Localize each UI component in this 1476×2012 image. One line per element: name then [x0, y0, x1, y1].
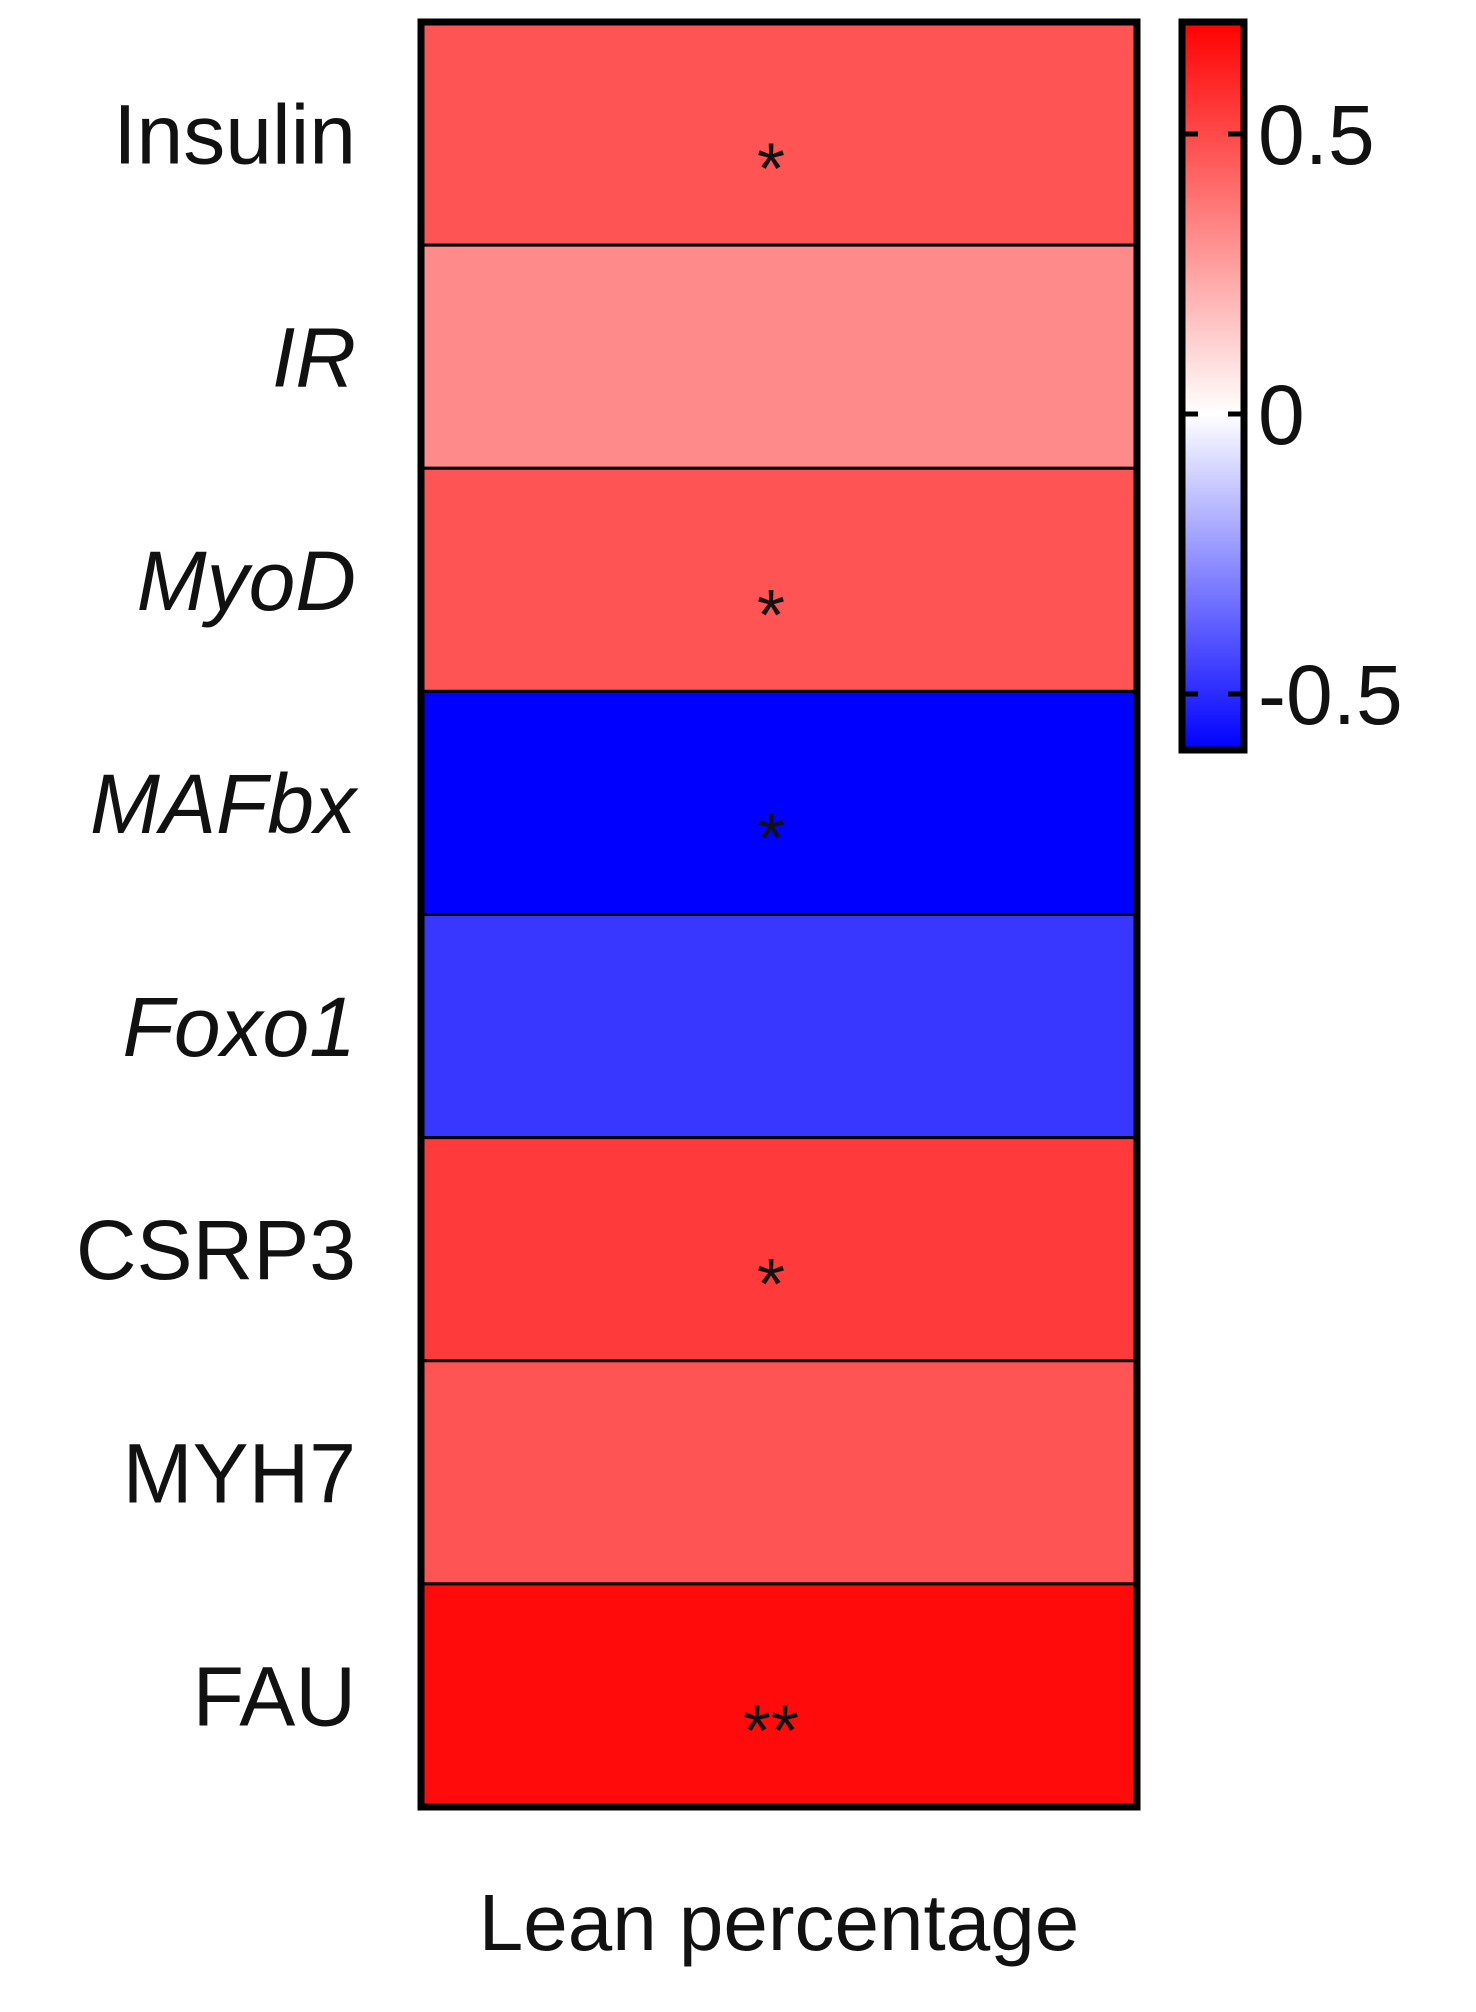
colorbar-tick-label: 0	[1258, 368, 1305, 462]
row-label: FAU	[193, 1649, 356, 1743]
significance-marker: *	[757, 799, 785, 879]
heatmap-cell	[419, 689, 1139, 916]
significance-marker: *	[757, 130, 785, 210]
heatmap-cell	[419, 243, 1139, 470]
colorbar-frame	[1178, 18, 1248, 754]
heatmap-frame	[417, 18, 1141, 1811]
colorbar-gradient	[1182, 22, 1244, 750]
heatmap-cell	[419, 913, 1139, 1140]
row-label: Insulin	[113, 88, 356, 182]
row-label: IR	[272, 311, 356, 405]
colorbar-tick-label: 0.5	[1258, 88, 1375, 182]
significance-marker: **	[743, 1691, 799, 1771]
row-label: MAFbx	[90, 757, 359, 851]
row-label: Foxo1	[123, 980, 356, 1074]
heatmap-cell	[419, 466, 1139, 693]
heatmap-cell	[419, 1136, 1139, 1363]
heatmap-cells	[419, 20, 1139, 1809]
significance-marker: *	[757, 576, 785, 656]
colorbar-tick-label: -0.5	[1258, 648, 1403, 742]
significance-markers: ******	[743, 130, 799, 1772]
row-label: MYH7	[123, 1426, 356, 1520]
heatmap-cell	[419, 20, 1139, 247]
heatmap-cell	[419, 1359, 1139, 1586]
row-label: MyoD	[137, 534, 356, 628]
heatmap-cell	[419, 1582, 1139, 1809]
row-label: CSRP3	[76, 1203, 356, 1297]
x-axis-title: Lean percentage	[479, 1878, 1080, 1967]
significance-marker: *	[757, 1245, 785, 1325]
colorbar: 0.5 0 -0.5	[1178, 18, 1403, 754]
colorbar-ticks: 0.5 0 -0.5	[1182, 88, 1403, 742]
row-labels: Insulin IR MyoD MAFbx Foxo1 CSRP3 MYH7 FAU	[76, 88, 359, 1744]
